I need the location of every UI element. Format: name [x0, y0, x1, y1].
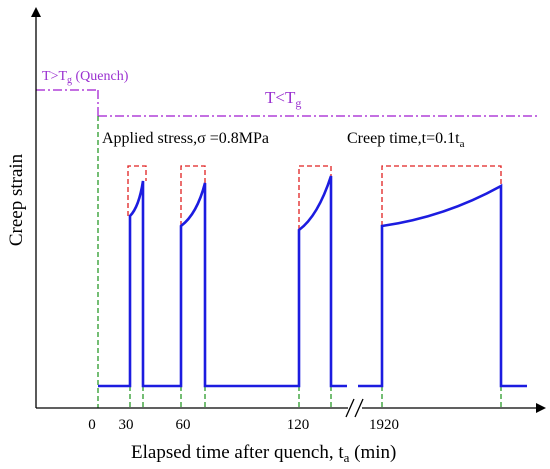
- x-axis-label: Elapsed time after quench, ta (min): [131, 442, 396, 465]
- tick-label-120: 120: [287, 417, 310, 433]
- creep-window-120: [298, 165, 332, 230]
- tick-label-60: 60: [176, 417, 191, 433]
- creep-window-1920: [381, 165, 502, 226]
- creep-window-60: [180, 165, 206, 226]
- tick-label-30: 30: [119, 417, 134, 433]
- creep-time-label: Creep time,t=0.1ta: [347, 130, 465, 150]
- axis-break-icon: [345, 398, 364, 418]
- tick-label-1920: 1920: [369, 417, 399, 433]
- quench-label: T>Tg (Quench): [42, 69, 129, 86]
- strain-curve-segment-2: [358, 183, 527, 388]
- strain-curve-segment-1: [98, 175, 347, 388]
- strain-curve: [98, 175, 527, 388]
- creep-windows: [127, 165, 502, 230]
- temperature-history-line: [36, 89, 538, 117]
- time-markers: [97, 116, 502, 408]
- tick-label-0: 0: [88, 417, 96, 433]
- y-axis-label: Creep strain: [6, 153, 27, 246]
- applied-stress-label: Applied stress,σ =0.8MPa: [102, 130, 269, 147]
- creep-window-30: [127, 165, 147, 216]
- below-tg-label: T<Tg: [265, 88, 301, 110]
